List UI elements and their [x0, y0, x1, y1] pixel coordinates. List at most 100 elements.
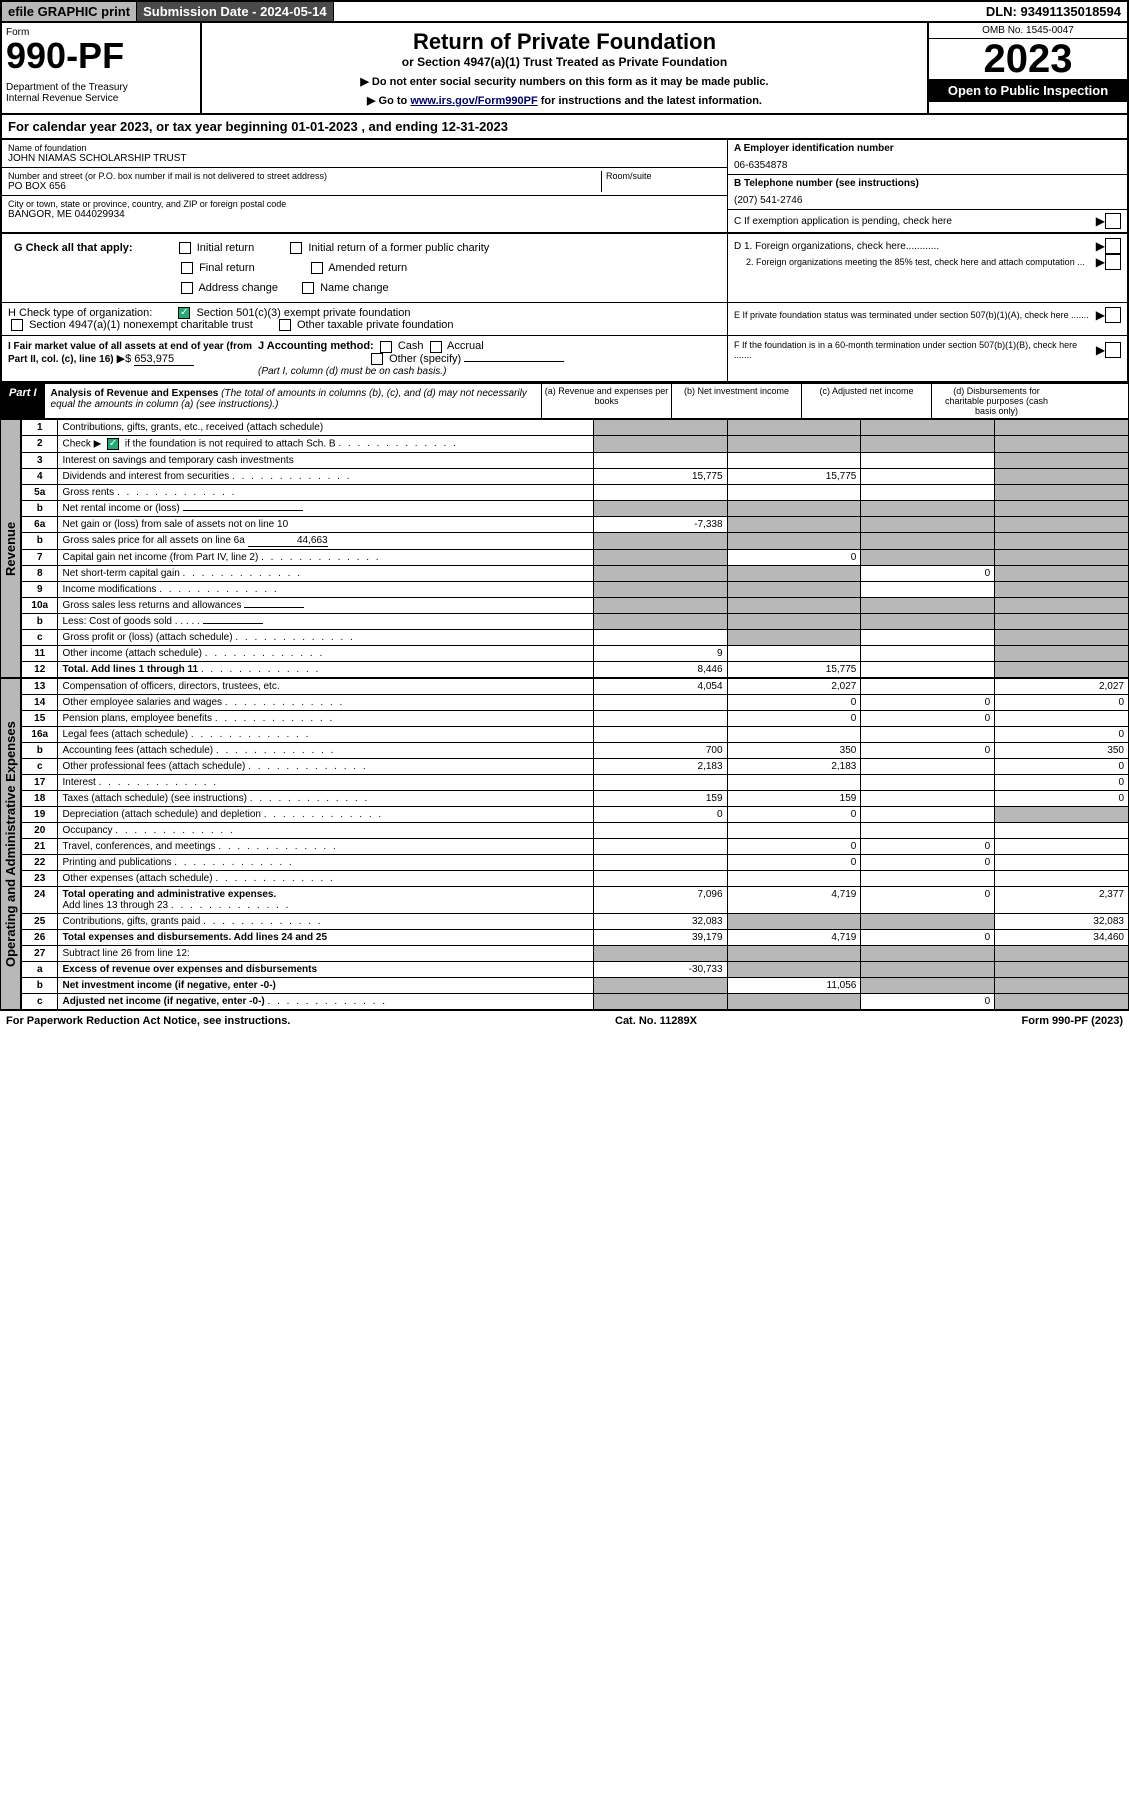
check-section: G Check all that apply: Initial return I… [0, 234, 1129, 383]
row-3: 3Interest on savings and temporary cash … [22, 452, 1129, 468]
row-10a: 10aGross sales less returns and allowanc… [22, 597, 1129, 613]
row-22: 22Printing and publications 00 [22, 854, 1129, 870]
top-bar: efile GRAPHIC print Submission Date - 20… [0, 0, 1129, 23]
room-label: Room/suite [606, 171, 721, 181]
tax-year: 2023 [929, 39, 1127, 79]
col-b-header: (b) Net investment income [671, 384, 801, 418]
chk-501c3[interactable] [178, 307, 190, 319]
h-label: H Check type of organization: [8, 307, 152, 319]
open-public: Open to Public Inspection [929, 79, 1127, 102]
calendar-year-line: For calendar year 2023, or tax year begi… [0, 115, 1129, 140]
row-14: 14Other employee salaries and wages 000 [22, 694, 1129, 710]
form-number: 990-PF [6, 38, 196, 74]
row-11: 11Other income (attach schedule) 9 [22, 645, 1129, 661]
row-27a: aExcess of revenue over expenses and dis… [22, 961, 1129, 977]
row-26: 26Total expenses and disbursements. Add … [22, 929, 1129, 945]
row-5a: 5aGross rents [22, 484, 1129, 500]
row-8: 8Net short-term capital gain 0 [22, 565, 1129, 581]
col-d-header: (d) Disbursements for charitable purpose… [931, 384, 1061, 418]
row-4: 4Dividends and interest from securities … [22, 468, 1129, 484]
efile-print-button[interactable]: efile GRAPHIC print [2, 2, 137, 21]
c-label: C If exemption application is pending, c… [734, 216, 952, 227]
row-27c: cAdjusted net income (if negative, enter… [22, 993, 1129, 1009]
revenue-section: Revenue 1Contributions, gifts, grants, e… [0, 419, 1129, 678]
row-10b: bLess: Cost of goods sold . . . . . [22, 613, 1129, 629]
chk-address[interactable] [181, 282, 193, 294]
instr-line2: ▶ Go to www.irs.gov/Form990PF for instru… [222, 94, 907, 107]
row-16b: bAccounting fees (attach schedule) 70035… [22, 742, 1129, 758]
chk-amended[interactable] [311, 262, 323, 274]
row-24: 24Total operating and administrative exp… [22, 886, 1129, 913]
instr-line1: ▶ Do not enter social security numbers o… [222, 75, 907, 88]
d1-label: D 1. Foreign organizations, check here..… [734, 241, 939, 252]
j-label: J Accounting method: [258, 340, 374, 352]
row-9: 9Income modifications [22, 581, 1129, 597]
d2-checkbox[interactable] [1105, 254, 1121, 270]
dln: DLN: 93491135018594 [980, 2, 1127, 21]
footer-left: For Paperwork Reduction Act Notice, see … [6, 1015, 290, 1027]
i-value: 653,975 [134, 353, 194, 366]
foundation-address: PO BOX 656 [8, 181, 601, 192]
row-6a: 6aNet gain or (loss) from sale of assets… [22, 516, 1129, 532]
foundation-city: BANGOR, ME 044029934 [8, 209, 721, 220]
city-label: City or town, state or province, country… [8, 199, 721, 209]
footer-right: Form 990-PF (2023) [1022, 1015, 1123, 1027]
dept-treasury: Department of the Treasury Internal Reve… [6, 82, 196, 104]
foundation-info: Name of foundation JOHN NIAMAS SCHOLARSH… [0, 140, 1129, 234]
chk-other-tax[interactable] [279, 319, 291, 331]
part1-label: Part I [1, 384, 45, 418]
expenses-label: Operating and Administrative Expenses [0, 678, 21, 1010]
row-25: 25Contributions, gifts, grants paid 32,0… [22, 913, 1129, 929]
addr-label: Number and street (or P.O. box number if… [8, 171, 601, 181]
chk-final[interactable] [181, 262, 193, 274]
page-footer: For Paperwork Reduction Act Notice, see … [0, 1010, 1129, 1031]
row-1: 1Contributions, gifts, grants, etc., rec… [22, 419, 1129, 435]
row-13: 13Compensation of officers, directors, t… [22, 678, 1129, 694]
row-23: 23Other expenses (attach schedule) [22, 870, 1129, 886]
phone-value: (207) 541-2746 [734, 195, 1121, 206]
j-note: (Part I, column (d) must be on cash basi… [258, 366, 446, 377]
chk-initial[interactable] [179, 242, 191, 254]
row-2: 2Check ▶ if the foundation is not requir… [22, 435, 1129, 452]
ein-label: A Employer identification number [734, 143, 894, 154]
e-label: E If private foundation status was termi… [734, 310, 1089, 320]
submission-date: Submission Date - 2024-05-14 [137, 2, 334, 21]
form-subtitle: or Section 4947(a)(1) Trust Treated as P… [222, 55, 907, 69]
row-20: 20Occupancy [22, 822, 1129, 838]
row-18: 18Taxes (attach schedule) (see instructi… [22, 790, 1129, 806]
row-6b: bGross sales price for all assets on lin… [22, 532, 1129, 549]
foundation-name: JOHN NIAMAS SCHOLARSHIP TRUST [8, 153, 721, 164]
chk-name[interactable] [302, 282, 314, 294]
f-checkbox[interactable] [1105, 342, 1121, 358]
name-label: Name of foundation [8, 143, 721, 153]
row-5b: bNet rental income or (loss) [22, 500, 1129, 516]
row-27: 27Subtract line 26 from line 12: [22, 945, 1129, 961]
c-checkbox[interactable] [1105, 213, 1121, 229]
chk-other-acct[interactable] [371, 353, 383, 365]
row-19: 19Depreciation (attach schedule) and dep… [22, 806, 1129, 822]
ein-value: 06-6354878 [734, 160, 1121, 171]
row-17: 17Interest 0 [22, 774, 1129, 790]
e-checkbox[interactable] [1105, 307, 1121, 323]
footer-mid: Cat. No. 11289X [615, 1015, 697, 1027]
chk-accrual[interactable] [430, 341, 442, 353]
i-label: I Fair market value of all assets at end… [8, 341, 252, 365]
phone-label: B Telephone number (see instructions) [734, 178, 919, 189]
row-21: 21Travel, conferences, and meetings 00 [22, 838, 1129, 854]
f-label: F If the foundation is in a 60-month ter… [734, 340, 1096, 360]
d1-checkbox[interactable] [1105, 238, 1121, 254]
row-7: 7Capital gain net income (from Part IV, … [22, 549, 1129, 565]
irs-link[interactable]: www.irs.gov/Form990PF [410, 95, 537, 107]
row-16a: 16aLegal fees (attach schedule) 0 [22, 726, 1129, 742]
chk-initial-former[interactable] [290, 242, 302, 254]
row-10c: cGross profit or (loss) (attach schedule… [22, 629, 1129, 645]
g-label: G Check all that apply: [14, 242, 133, 254]
expenses-section: Operating and Administrative Expenses 13… [0, 678, 1129, 1010]
revenue-label: Revenue [0, 419, 21, 678]
chk-4947[interactable] [11, 319, 23, 331]
chk-cash[interactable] [380, 341, 392, 353]
col-c-header: (c) Adjusted net income [801, 384, 931, 418]
chk-schb[interactable] [107, 438, 119, 450]
form-title: Return of Private Foundation [222, 29, 907, 55]
row-15: 15Pension plans, employee benefits 00 [22, 710, 1129, 726]
